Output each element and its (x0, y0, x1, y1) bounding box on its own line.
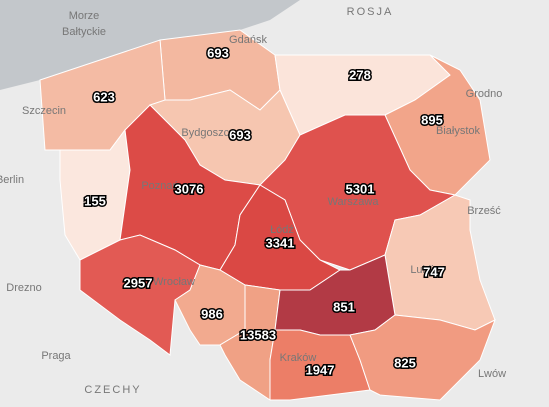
place-label: Poznań (141, 180, 178, 192)
place-label: Brześć (467, 205, 501, 217)
place-label: Lublin (410, 264, 439, 276)
region-values: 693 623 278 895 693 155 3076 5301 3341 2957 747 986… (83, 44, 447, 379)
region-value: 895 (421, 112, 443, 127)
place-label: ROSJA (347, 6, 394, 18)
region (349, 314, 496, 401)
region-value: 851 (333, 299, 355, 314)
region-value: 1947 (306, 362, 335, 377)
region-value: 986 (201, 306, 223, 321)
sea (0, 0, 300, 90)
place-labels: Morze Bałtyckie ROSJA Gdańsk Szczecin Bydgosz… (0, 6, 506, 396)
place-label: Morze (69, 10, 100, 22)
region-value: 3341 (266, 235, 295, 250)
place-label: Łódź (270, 224, 294, 236)
place-label: Bałtyckie (62, 26, 106, 38)
place-label: Kraków (280, 352, 317, 364)
place-label: Drezno (6, 282, 41, 294)
place-label: Gdańsk (229, 34, 267, 46)
region-value: 3076 (175, 181, 204, 196)
region-value: 13583 (240, 327, 276, 342)
place-label: Grodno (466, 88, 503, 100)
place-label: Warszawa (328, 196, 380, 208)
region-value: 693 (207, 45, 229, 60)
place-label: Lwów (478, 368, 506, 380)
place-label: Berlin (0, 174, 24, 186)
region-value: 623 (93, 89, 115, 104)
place-label: Białystok (436, 125, 481, 137)
place-label: Bydgoszcz (181, 127, 234, 139)
place-label: Szczecin (22, 105, 66, 117)
place-label: CZECHY (84, 384, 141, 396)
region-value: 5301 (346, 181, 375, 196)
region-value: 825 (394, 355, 416, 370)
region-value: 155 (84, 193, 106, 208)
place-label: Praga (41, 350, 71, 362)
region-value: 693 (229, 127, 251, 142)
region-value: 747 (423, 264, 445, 279)
region-value: 2957 (124, 275, 153, 290)
place-label: Wrocław (153, 276, 195, 288)
region-value: 278 (349, 67, 371, 82)
regions (39, 29, 496, 401)
